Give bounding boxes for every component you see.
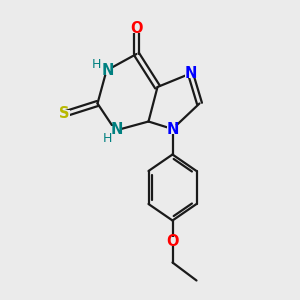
FancyBboxPatch shape (131, 24, 142, 33)
Text: H: H (92, 58, 102, 71)
FancyBboxPatch shape (185, 69, 196, 78)
Text: H: H (102, 131, 112, 145)
FancyBboxPatch shape (101, 66, 112, 75)
FancyBboxPatch shape (167, 124, 178, 134)
FancyBboxPatch shape (167, 237, 178, 246)
Text: N: N (166, 122, 179, 136)
Text: S: S (59, 106, 70, 122)
Text: O: O (166, 234, 179, 249)
FancyBboxPatch shape (110, 126, 121, 135)
Text: N: N (184, 66, 197, 81)
Text: O: O (130, 21, 143, 36)
FancyBboxPatch shape (59, 110, 70, 118)
Text: N: N (111, 122, 123, 136)
Text: N: N (102, 63, 114, 78)
